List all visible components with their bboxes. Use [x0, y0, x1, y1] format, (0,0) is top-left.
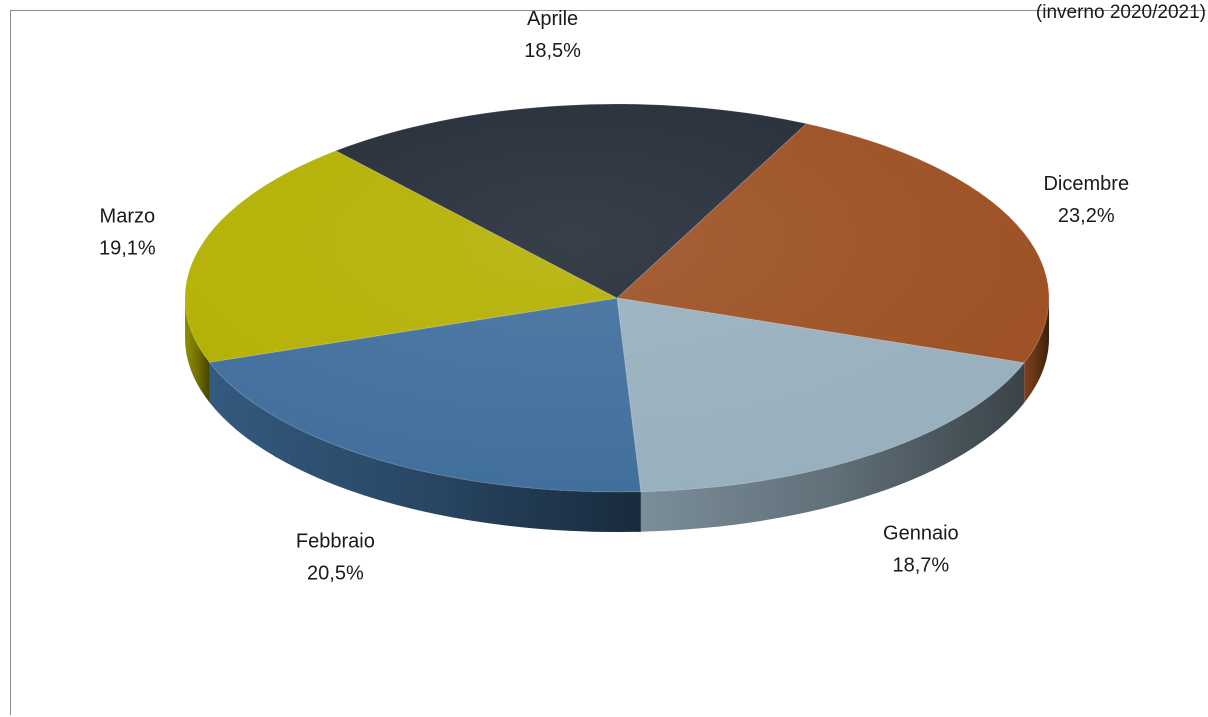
data-label-febbraio: Febbraio 20,5%	[296, 531, 375, 585]
value-label: 18,7%	[892, 554, 949, 576]
value-label: 19,1%	[99, 237, 156, 259]
category-label: Marzo	[100, 205, 156, 227]
category-label: Gennaio	[883, 522, 959, 544]
pie-side-shade	[1024, 298, 1049, 403]
value-label: 20,5%	[307, 563, 364, 585]
pie-side-shade	[209, 362, 641, 532]
category-label: Febbraio	[296, 531, 375, 553]
chart-frame: (inverno 2020/2021)	[10, 2, 1206, 715]
data-label-marzo: Marzo 19,1%	[99, 205, 156, 259]
chart-title: (inverno 2020/2021)	[1035, 2, 1206, 23]
value-label: 18,5%	[524, 40, 581, 62]
pie-side-shade	[185, 298, 210, 403]
data-label-aprile: Aprile 18,5%	[524, 8, 581, 62]
value-label: 23,2%	[1058, 205, 1115, 227]
data-label-gennaio: Gennaio 18,7%	[883, 522, 959, 576]
category-label: Dicembre	[1043, 173, 1129, 195]
pie-side-shade	[640, 362, 1025, 532]
pie-shine	[185, 104, 1049, 492]
data-label-dicembre: Dicembre 23,2%	[1043, 173, 1129, 227]
category-label: Aprile	[527, 8, 578, 30]
